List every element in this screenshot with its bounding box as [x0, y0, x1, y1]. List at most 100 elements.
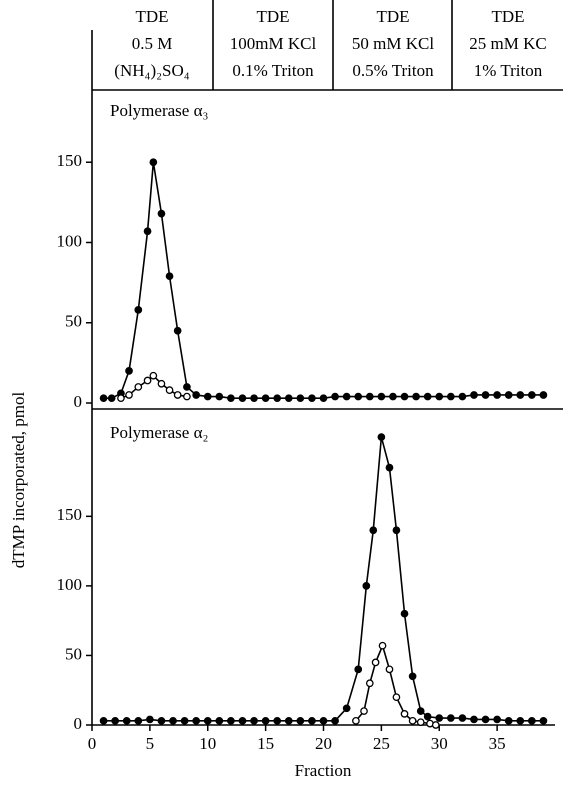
data-point [435, 392, 444, 401]
data-point [446, 392, 455, 401]
data-point [143, 227, 152, 236]
data-point [296, 394, 305, 403]
data-point [392, 526, 401, 535]
data-point [385, 665, 394, 674]
data-point [416, 707, 425, 715]
data-point [203, 392, 212, 401]
data-point [308, 716, 316, 725]
data-point [365, 679, 374, 688]
x-tick-label: 0 [88, 734, 97, 753]
data-point [203, 716, 212, 725]
panel-annotation: Polymerase α₂ [110, 423, 208, 442]
data-point [215, 392, 224, 401]
y-axis-label: dTMP incorporated, pmol [9, 392, 28, 569]
data-point [435, 714, 444, 722]
data-point [470, 715, 478, 724]
data-point [284, 394, 293, 403]
data-point [458, 392, 467, 401]
data-point [192, 391, 201, 399]
data-point [331, 392, 339, 401]
data-point [215, 716, 224, 725]
data-point [400, 392, 409, 401]
series-line [103, 436, 544, 722]
data-point [238, 716, 247, 725]
data-point [458, 714, 467, 722]
panel-annotation: Polymerase α₃ [110, 101, 208, 120]
data-point [173, 326, 182, 335]
data-point [125, 367, 133, 375]
data-point [319, 716, 328, 725]
data-point [389, 392, 397, 401]
data-point [122, 716, 131, 725]
x-axis-label: Fraction [295, 761, 352, 780]
data-point [412, 392, 420, 401]
data-point [342, 392, 351, 401]
data-point [134, 383, 143, 391]
data-point [377, 433, 386, 441]
data-point [157, 379, 166, 388]
header-text: TDE [376, 7, 409, 26]
data-point [134, 716, 143, 725]
data-point [149, 371, 158, 380]
y-tick-label: 100 [57, 575, 83, 594]
data-point [183, 392, 191, 401]
data-point [238, 394, 247, 403]
data-point [504, 716, 513, 725]
data-point [408, 672, 417, 681]
data-point [157, 716, 166, 725]
data-point [342, 704, 351, 713]
data-point [169, 716, 177, 725]
data-point [493, 391, 501, 399]
data-point [504, 391, 513, 399]
y-tick-label: 0 [74, 392, 83, 411]
data-point [125, 391, 133, 399]
data-point [227, 394, 235, 403]
data-point [377, 392, 386, 401]
data-point [165, 386, 174, 395]
data-point [284, 716, 293, 725]
header-text: 0.1% Triton [232, 61, 314, 80]
data-point [173, 391, 182, 399]
data-point [354, 392, 363, 401]
x-tick-label: 5 [146, 734, 155, 753]
y-tick-label: 50 [65, 644, 82, 663]
data-point [527, 391, 536, 399]
data-point [539, 391, 548, 399]
data-point [180, 716, 189, 725]
x-tick-label: 20 [315, 734, 332, 753]
data-point [385, 463, 394, 472]
data-point [250, 716, 258, 725]
data-point [400, 609, 409, 618]
data-point [183, 383, 191, 391]
data-point [192, 716, 201, 725]
data-point [378, 641, 387, 650]
y-tick-label: 0 [74, 714, 83, 733]
data-point [111, 716, 120, 725]
data-point [470, 391, 478, 399]
x-tick-label: 15 [257, 734, 274, 753]
x-tick-label: 10 [199, 734, 216, 753]
y-tick-label: 150 [57, 151, 83, 170]
data-point [149, 158, 158, 167]
data-point [308, 394, 316, 403]
data-point [516, 716, 525, 725]
data-point [157, 209, 166, 218]
data-point [352, 716, 360, 725]
data-point [431, 721, 440, 729]
data-point [365, 392, 374, 401]
data-point [273, 394, 282, 403]
data-point [527, 716, 536, 725]
data-point [107, 394, 116, 403]
data-point [362, 582, 371, 590]
data-point [99, 716, 108, 725]
header-text: TDE [135, 7, 168, 26]
y-tick-label: 50 [65, 312, 82, 331]
data-point [117, 394, 125, 403]
y-tick-label: 100 [57, 231, 83, 250]
header-text: TDE [491, 7, 524, 26]
data-point [481, 715, 490, 724]
data-point [423, 712, 432, 721]
header-text: 1% Triton [474, 61, 543, 80]
data-point [261, 716, 270, 725]
